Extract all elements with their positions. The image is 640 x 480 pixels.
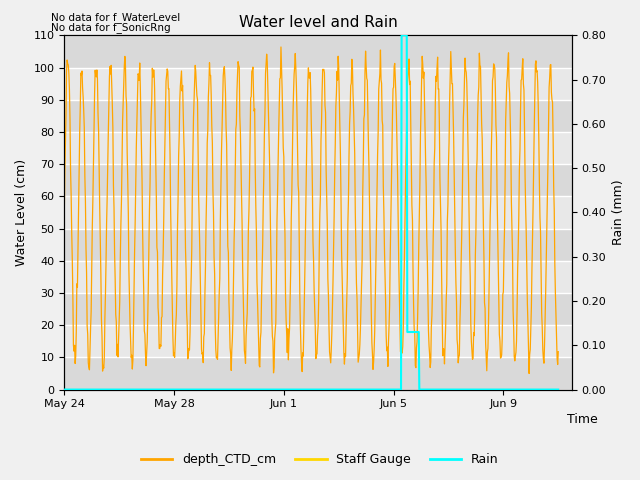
Text: No data for f_WaterLevel: No data for f_WaterLevel xyxy=(51,12,180,23)
Bar xyxy=(64,358,572,390)
Y-axis label: Water Level (cm): Water Level (cm) xyxy=(15,159,28,266)
Text: GT_met: GT_met xyxy=(0,479,1,480)
Text: No data for f_SonicRng: No data for f_SonicRng xyxy=(51,22,171,33)
Y-axis label: Rain (mm): Rain (mm) xyxy=(612,180,625,245)
Bar xyxy=(64,228,572,261)
X-axis label: Time: Time xyxy=(567,413,598,426)
Bar xyxy=(64,164,572,196)
Bar xyxy=(64,36,572,68)
Bar xyxy=(64,100,572,132)
Bar xyxy=(64,293,572,325)
Legend: depth_CTD_cm, Staff Gauge, Rain: depth_CTD_cm, Staff Gauge, Rain xyxy=(136,448,504,471)
Title: Water level and Rain: Water level and Rain xyxy=(239,15,397,30)
